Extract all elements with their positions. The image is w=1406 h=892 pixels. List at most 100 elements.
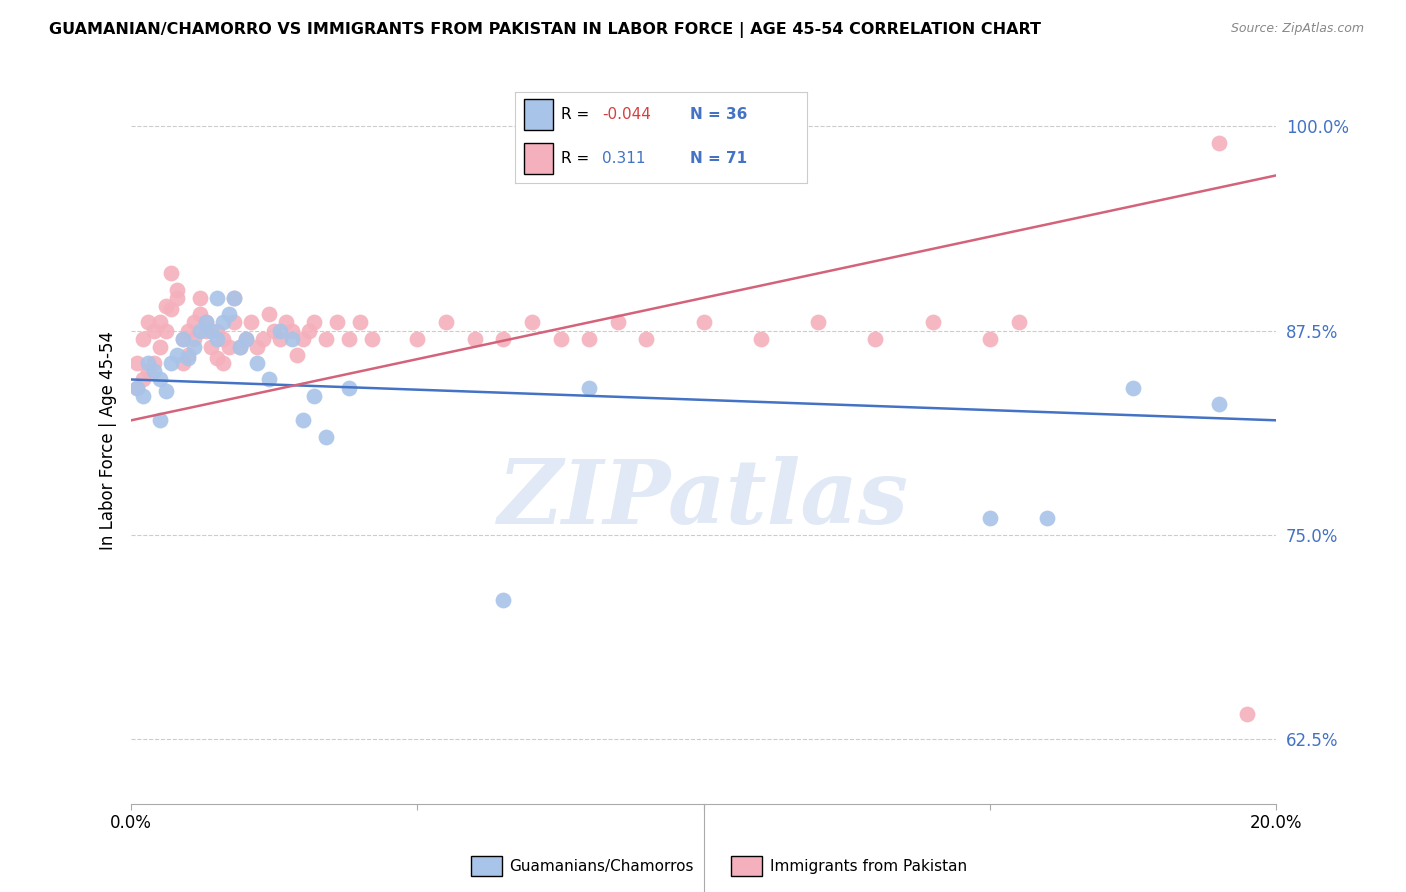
Point <box>160 266 183 280</box>
Point <box>177 324 200 338</box>
Point <box>280 324 302 338</box>
Point <box>298 324 321 338</box>
Point <box>235 332 257 346</box>
Point <box>229 340 252 354</box>
Point <box>979 332 1001 346</box>
Point <box>194 315 217 329</box>
Text: Guamanians/Chamorros: Guamanians/Chamorros <box>509 859 693 873</box>
Point <box>125 356 148 370</box>
Point <box>172 332 194 346</box>
Point <box>285 348 308 362</box>
Point <box>224 291 246 305</box>
Point <box>143 324 166 338</box>
Point <box>865 332 887 346</box>
Point <box>1208 136 1230 150</box>
Point <box>183 315 205 329</box>
Point <box>1236 707 1258 722</box>
Point <box>291 332 314 346</box>
Point <box>1007 315 1029 329</box>
Point <box>224 291 246 305</box>
Point <box>155 299 177 313</box>
Point <box>160 302 183 317</box>
Point <box>229 340 252 354</box>
Point <box>200 340 222 354</box>
Point <box>149 372 172 386</box>
Point <box>520 315 543 329</box>
Point <box>211 332 233 346</box>
Point <box>188 324 211 338</box>
Point <box>240 315 263 329</box>
Point <box>252 332 274 346</box>
Point <box>143 356 166 370</box>
Point <box>166 283 188 297</box>
Point <box>246 356 269 370</box>
Point <box>315 332 337 346</box>
Point <box>492 593 515 607</box>
Point <box>464 332 486 346</box>
Point <box>211 315 233 329</box>
Point <box>211 356 233 370</box>
Point <box>138 356 160 370</box>
Point <box>149 413 172 427</box>
Point <box>304 389 326 403</box>
Point <box>280 332 302 346</box>
Point <box>1208 397 1230 411</box>
Point <box>257 307 280 321</box>
Point <box>183 332 205 346</box>
Point <box>194 315 217 329</box>
Point <box>200 324 222 338</box>
Point <box>749 332 772 346</box>
Point <box>177 351 200 366</box>
Y-axis label: In Labor Force | Age 45-54: In Labor Force | Age 45-54 <box>100 331 117 550</box>
Point <box>807 315 830 329</box>
Point <box>979 511 1001 525</box>
Point <box>125 381 148 395</box>
Point <box>138 364 160 378</box>
Point <box>578 381 600 395</box>
Point <box>1036 511 1059 525</box>
Point <box>205 324 228 338</box>
Point <box>269 332 291 346</box>
Point <box>160 356 183 370</box>
Point <box>291 413 314 427</box>
Point <box>138 315 160 329</box>
Point <box>337 332 360 346</box>
Point <box>155 324 177 338</box>
Point <box>304 315 326 329</box>
Point <box>205 351 228 366</box>
Point <box>218 307 240 321</box>
Point <box>246 340 269 354</box>
Point <box>692 315 714 329</box>
Point <box>166 348 188 362</box>
Point <box>315 429 337 443</box>
Point <box>224 315 246 329</box>
Point <box>326 315 349 329</box>
Point <box>131 372 153 386</box>
Point <box>155 384 177 398</box>
Point <box>143 364 166 378</box>
Point <box>172 332 194 346</box>
Point <box>274 315 297 329</box>
Point <box>218 340 240 354</box>
Point <box>269 324 291 338</box>
Point <box>1122 381 1144 395</box>
Point <box>492 332 515 346</box>
Point <box>235 332 257 346</box>
Text: Source: ZipAtlas.com: Source: ZipAtlas.com <box>1230 22 1364 36</box>
Point <box>606 315 628 329</box>
Point <box>406 332 429 346</box>
Point <box>578 332 600 346</box>
Point <box>166 291 188 305</box>
Point <box>434 315 457 329</box>
Point <box>131 389 153 403</box>
Point <box>149 340 172 354</box>
Point <box>188 307 211 321</box>
Point <box>125 381 148 395</box>
Point <box>177 348 200 362</box>
Point <box>921 315 943 329</box>
Point <box>257 372 280 386</box>
Point <box>194 324 217 338</box>
Point <box>360 332 382 346</box>
Point <box>131 332 153 346</box>
Point <box>636 332 658 346</box>
